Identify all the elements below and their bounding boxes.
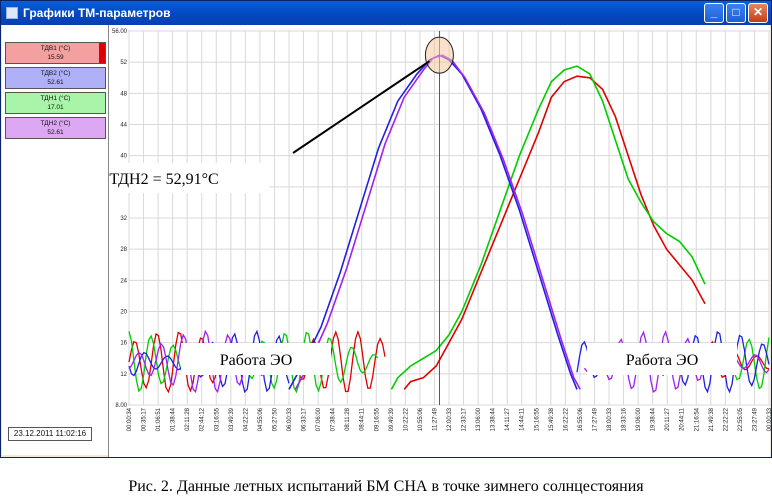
series-line-ТДВ1: [403, 75, 706, 390]
y-tick-label: 28: [120, 247, 127, 253]
x-tick-label: 12:00:33: [447, 407, 453, 431]
selected-marker-icon: [99, 43, 105, 63]
x-tick-label: 06:33:17: [302, 407, 308, 431]
eo-label-right-bg: [587, 343, 737, 375]
x-tick-label: 10:22:22: [403, 407, 409, 431]
legend-name: ТДН2 (°С): [40, 120, 71, 127]
minimize-button[interactable]: _: [704, 3, 724, 23]
eo-label-left-bg: [181, 343, 331, 375]
x-tick-label: 18:33:16: [622, 407, 628, 431]
x-tick-label: 18:00:33: [607, 407, 613, 431]
x-tick-label: 23:27:49: [752, 407, 758, 431]
legend-value: 52.61: [47, 129, 64, 136]
y-tick-label: 12: [120, 372, 127, 378]
eo-label-right: Работа ЭО: [626, 352, 699, 369]
x-tick-label: 07:06:00: [316, 407, 322, 431]
chart-svg: 8.00121620242832364044485256.0000:00:340…: [109, 29, 771, 431]
x-tick-label: 01:06:51: [156, 407, 162, 431]
x-tick-label: 06:00:33: [287, 407, 293, 431]
x-tick-label: 19:38:44: [651, 407, 657, 431]
legend-name: ТДН1 (°С): [40, 95, 71, 102]
legend-name: ТДВ1 (°С): [40, 45, 71, 52]
x-tick-label: 03:16:55: [214, 407, 220, 431]
legend-name: ТДВ2 (°С): [40, 70, 71, 77]
legend-value: 17.01: [47, 104, 64, 111]
x-tick-label: 21:16:54: [694, 407, 700, 431]
x-tick-label: 17:27:49: [592, 407, 598, 431]
x-tick-label: 08:11:28: [345, 407, 351, 431]
chart-area[interactable]: 8.00121620242832364044485256.0000:00:340…: [108, 25, 771, 457]
annotation-pointer: [292, 60, 430, 154]
datetime-display: 23.12.2011 11:02:16: [8, 427, 92, 441]
x-tick-label: 04:55:06: [258, 407, 264, 431]
y-tick-label: 56.00: [112, 29, 128, 35]
x-tick-label: 05:27:50: [272, 407, 278, 431]
x-tick-label: 20:11:27: [665, 407, 671, 431]
x-tick-label: 02:44:12: [200, 407, 206, 431]
x-tick-label: 21:49:38: [709, 407, 715, 431]
y-tick-label: 24: [120, 278, 127, 284]
x-tick-label: 22:55:05: [738, 407, 744, 431]
x-tick-label: 19:06:00: [636, 407, 642, 431]
series-noise-ТДН1: [128, 331, 379, 394]
x-tick-label: 00:00:33: [767, 407, 771, 431]
x-tick-label: 12:33:17: [462, 407, 468, 431]
legend-item-tdv1[interactable]: ТДВ1 (°С) 15.59: [5, 42, 106, 64]
x-tick-label: 11:27:49: [432, 407, 438, 431]
legend-value: 15.59: [47, 54, 64, 61]
x-tick-label: 15:49:38: [549, 407, 555, 431]
y-tick-label: 20: [120, 310, 127, 316]
figure-caption: Рис. 2. Данные летных испытаний БМ СНА в…: [128, 478, 644, 495]
x-tick-label: 14:11:27: [505, 407, 511, 431]
x-tick-label: 02:11:28: [185, 407, 191, 431]
peak-label-bg: [109, 163, 269, 193]
y-tick-label: 48: [120, 91, 127, 97]
x-tick-label: 14:44:11: [520, 407, 526, 431]
x-tick-label: 15:16:55: [534, 407, 540, 431]
x-tick-label: 22:22:22: [723, 407, 729, 431]
legend-panel: ТДВ1 (°С) 15.59 ТДВ2 (°С) 52.61 ТДН1 (°С…: [2, 25, 108, 455]
x-tick-label: 07:38:44: [331, 407, 337, 431]
x-tick-label: 09:49:39: [389, 407, 395, 431]
y-tick-label: 52: [120, 60, 127, 66]
y-tick-label: 32: [120, 216, 127, 222]
title-bar[interactable]: Графики ТМ-параметров _ □ ✕: [1, 1, 771, 25]
y-tick-label: 16: [120, 341, 127, 347]
peak-highlight: [424, 36, 454, 74]
peak-label: ТДВ2 = ТДН2 = 52,91°С: [109, 171, 219, 188]
legend-item-tdn1[interactable]: ТДН1 (°С) 17.01: [5, 92, 106, 114]
app-icon: [6, 7, 18, 19]
x-tick-label: 01:38:44: [171, 407, 177, 431]
window: Графики ТМ-параметров _ □ ✕ ТДВ1 (°С) 15…: [0, 0, 772, 458]
eo-label-left: Работа ЭО: [220, 352, 293, 369]
x-tick-label: 08:44:11: [360, 407, 366, 431]
close-button[interactable]: ✕: [748, 3, 768, 23]
y-tick-label: 44: [120, 123, 127, 129]
x-tick-label: 10:55:06: [418, 407, 424, 431]
series-line-ТДН1: [390, 65, 706, 390]
x-tick-label: 03:49:39: [229, 407, 235, 431]
legend-item-tdv2[interactable]: ТДВ2 (°С) 52.61: [5, 67, 106, 89]
legend-item-tdn2[interactable]: ТДН2 (°С) 52.61: [5, 117, 106, 139]
legend-value: 52.61: [47, 79, 64, 86]
maximize-button[interactable]: □: [726, 3, 746, 23]
x-tick-label: 20:44:11: [680, 407, 686, 431]
window-title: Графики ТМ-параметров: [23, 6, 171, 20]
x-tick-label: 16:55:06: [578, 407, 584, 431]
x-tick-label: 16:22:22: [563, 407, 569, 431]
x-tick-label: 00:00:34: [127, 407, 133, 431]
x-tick-label: 13:38:44: [491, 407, 497, 431]
x-tick-label: 00:35:17: [142, 407, 148, 431]
y-tick-label: 40: [120, 154, 127, 160]
x-tick-label: 09:16:55: [374, 407, 380, 431]
y-tick-label: 8.00: [115, 403, 127, 409]
x-tick-label: 04:22:22: [243, 407, 249, 431]
x-tick-label: 13:06:00: [476, 407, 482, 431]
